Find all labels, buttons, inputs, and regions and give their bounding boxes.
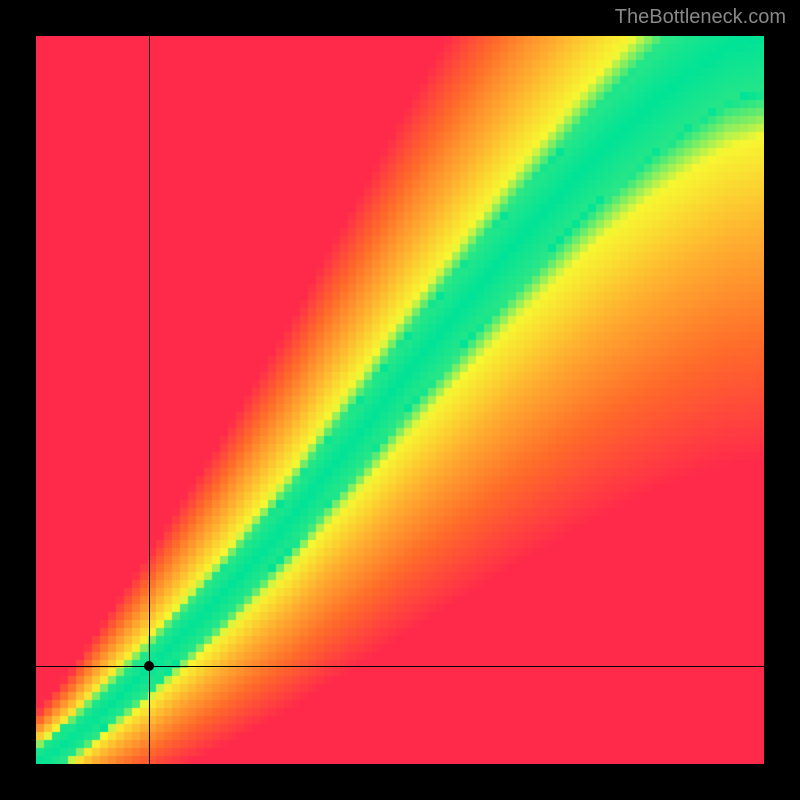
heatmap-plot <box>36 36 764 764</box>
heatmap-canvas <box>36 36 764 764</box>
crosshair-vertical <box>149 36 150 764</box>
watermark-text: TheBottleneck.com <box>615 6 786 29</box>
crosshair-marker <box>144 661 154 671</box>
